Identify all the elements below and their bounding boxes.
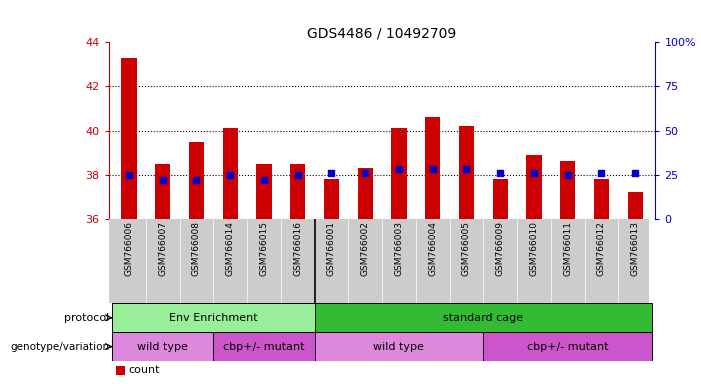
Bar [425, 117, 440, 219]
Bar [315, 332, 483, 361]
Point [326, 170, 337, 176]
Point [224, 172, 236, 178]
Point [123, 172, 135, 178]
Text: standard cage: standard cage [443, 313, 524, 323]
Bar [155, 164, 170, 219]
Text: count: count [128, 365, 160, 376]
Bar [627, 192, 643, 219]
Text: GSM766008: GSM766008 [192, 222, 201, 276]
Text: GSM766007: GSM766007 [158, 222, 167, 276]
Text: GSM766001: GSM766001 [327, 222, 336, 276]
Bar [121, 58, 137, 219]
Point [191, 177, 202, 183]
Point [292, 172, 304, 178]
Point [427, 166, 438, 172]
Bar [483, 332, 652, 361]
Point [461, 166, 472, 172]
Text: wild type: wild type [374, 341, 424, 352]
Text: GDS4486 / 10492709: GDS4486 / 10492709 [308, 26, 456, 40]
Text: GSM766014: GSM766014 [226, 222, 235, 276]
Bar [189, 142, 204, 219]
Bar [391, 128, 407, 219]
Point [360, 170, 371, 176]
Text: GSM766016: GSM766016 [293, 222, 302, 276]
Bar [459, 126, 474, 219]
Bar [526, 155, 542, 219]
Point [529, 170, 540, 176]
Point [393, 166, 404, 172]
Point [562, 172, 573, 178]
Bar [493, 179, 508, 219]
Text: GSM766003: GSM766003 [395, 222, 403, 276]
Bar [560, 161, 576, 219]
Bar [223, 128, 238, 219]
Text: GSM766011: GSM766011 [563, 222, 572, 276]
Bar [290, 164, 305, 219]
Text: GSM766013: GSM766013 [631, 222, 640, 276]
Text: GSM766005: GSM766005 [462, 222, 471, 276]
Bar [594, 179, 609, 219]
Text: GSM766015: GSM766015 [259, 222, 268, 276]
Text: GSM766012: GSM766012 [597, 222, 606, 276]
Bar [324, 179, 339, 219]
Point [629, 170, 641, 176]
Bar [358, 168, 373, 219]
Text: protocol: protocol [64, 313, 109, 323]
Text: cbp+/- mutant: cbp+/- mutant [223, 341, 305, 352]
Text: GSM766009: GSM766009 [496, 222, 505, 276]
Point [258, 177, 269, 183]
Point [596, 170, 607, 176]
Point [157, 177, 168, 183]
Text: cbp+/- mutant: cbp+/- mutant [527, 341, 608, 352]
Point [495, 170, 506, 176]
Text: Env Enrichment: Env Enrichment [169, 313, 257, 323]
Bar [112, 332, 213, 361]
Text: genotype/variation: genotype/variation [11, 341, 109, 352]
Bar [315, 303, 652, 332]
Bar [213, 332, 315, 361]
Text: GSM766004: GSM766004 [428, 222, 437, 276]
Text: GSM766002: GSM766002 [361, 222, 369, 276]
Text: GSM766010: GSM766010 [529, 222, 538, 276]
Text: wild type: wild type [137, 341, 188, 352]
Bar [112, 303, 315, 332]
Text: GSM766006: GSM766006 [124, 222, 133, 276]
Bar [257, 164, 271, 219]
